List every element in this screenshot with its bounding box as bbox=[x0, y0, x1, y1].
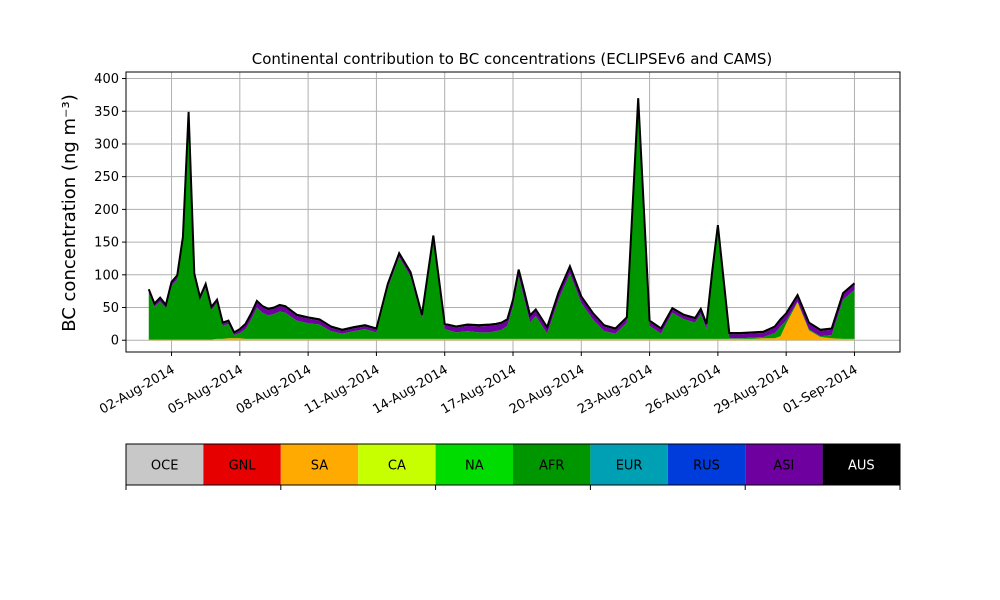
x-tick-label: 14-Aug-2014 bbox=[370, 362, 450, 417]
x-tick-label: 20-Aug-2014 bbox=[507, 362, 587, 417]
plot-grid bbox=[126, 72, 900, 352]
legend-label-gnl: GNL bbox=[229, 459, 257, 474]
legend-label-oce: OCE bbox=[151, 459, 179, 474]
total-outline bbox=[147, 98, 856, 335]
y-axis: 0 50 100 150 200 250 300 350 400 bbox=[94, 72, 126, 349]
legend-swatch-oce bbox=[126, 444, 204, 485]
series-area-sa bbox=[148, 302, 855, 341]
y-tick-label: 350 bbox=[94, 105, 119, 120]
x-tick-label: 23-Aug-2014 bbox=[575, 362, 655, 417]
legend-swatch-afr bbox=[513, 444, 591, 485]
legend-swatch-eur bbox=[590, 444, 668, 485]
legend-colorbar: OCE GNL SA CA NA AFR EUR RUS ASI AUS bbox=[125, 443, 901, 490]
y-tick-label: 300 bbox=[94, 137, 119, 152]
y-tick-label: 400 bbox=[94, 72, 119, 87]
legend-label-asi: ASI bbox=[773, 459, 794, 474]
series-area-aus bbox=[148, 98, 855, 335]
legend-label-aus: AUS bbox=[848, 459, 875, 474]
y-tick-label: 250 bbox=[94, 170, 119, 185]
y-axis-label: BC concentration (ng m⁻³) bbox=[59, 94, 80, 332]
legend-swatch-aus bbox=[822, 444, 900, 485]
x-tick-label: 26-Aug-2014 bbox=[644, 362, 724, 417]
x-tick-label: 02-Aug-2014 bbox=[97, 362, 177, 417]
series-area-afr bbox=[148, 103, 855, 340]
series-area-asi bbox=[148, 99, 855, 339]
legend-swatch-ca bbox=[358, 444, 436, 485]
legend-label-rus: RUS bbox=[693, 459, 720, 474]
legend-swatch-asi bbox=[745, 444, 823, 485]
x-tick-label: 08-Aug-2014 bbox=[234, 362, 314, 417]
legend-swatch-sa bbox=[280, 444, 359, 485]
x-tick-label: 29-Aug-2014 bbox=[712, 362, 792, 417]
x-tick-label: 17-Aug-2014 bbox=[439, 362, 519, 417]
y-tick-label: 100 bbox=[94, 268, 119, 283]
x-tick-label: 01-Sep-2014 bbox=[781, 362, 861, 417]
legend-label-sa: SA bbox=[311, 459, 328, 474]
y-tick-label: 0 bbox=[111, 334, 119, 349]
legend-label-eur: EUR bbox=[616, 459, 643, 474]
y-tick-label: 150 bbox=[94, 236, 119, 251]
y-tick-label: 200 bbox=[94, 203, 119, 218]
legend-swatch-rus bbox=[667, 444, 746, 485]
x-tick-label: 05-Aug-2014 bbox=[165, 362, 245, 417]
chart-title: Continental contribution to BC concentra… bbox=[252, 50, 773, 68]
legend-swatch-na bbox=[435, 444, 513, 485]
legend-label-na: NA bbox=[465, 459, 484, 474]
legend-swatch-gnl bbox=[203, 444, 281, 485]
y-tick-label: 50 bbox=[102, 301, 119, 316]
legend-frame bbox=[125, 443, 901, 486]
plot-series bbox=[147, 98, 856, 341]
legend-label-ca: CA bbox=[388, 459, 406, 474]
x-axis: 02-Aug-201405-Aug-201408-Aug-201411-Aug-… bbox=[97, 352, 860, 418]
x-tick-label: 11-Aug-2014 bbox=[302, 362, 382, 417]
legend-label-afr: AFR bbox=[539, 459, 564, 474]
